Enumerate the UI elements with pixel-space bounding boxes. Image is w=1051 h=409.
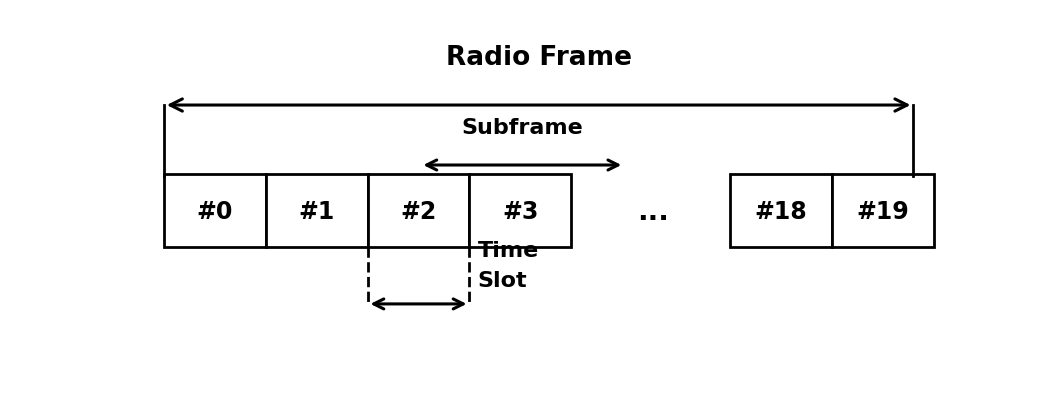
Bar [164, 175, 266, 247]
Text: #3: #3 [502, 199, 538, 223]
Bar [470, 175, 572, 247]
Bar [832, 175, 933, 247]
Text: ...: ... [637, 197, 668, 225]
Text: #19: #19 [857, 199, 909, 223]
Bar [368, 175, 470, 247]
Text: Time: Time [477, 240, 539, 261]
Bar [266, 175, 368, 247]
Text: #1: #1 [298, 199, 335, 223]
Text: #2: #2 [400, 199, 436, 223]
Text: #0: #0 [197, 199, 233, 223]
Text: Subframe: Subframe [461, 117, 583, 137]
Text: Slot: Slot [477, 271, 528, 290]
Text: #18: #18 [755, 199, 807, 223]
Bar [730, 175, 832, 247]
Text: Radio Frame: Radio Frame [446, 45, 632, 71]
